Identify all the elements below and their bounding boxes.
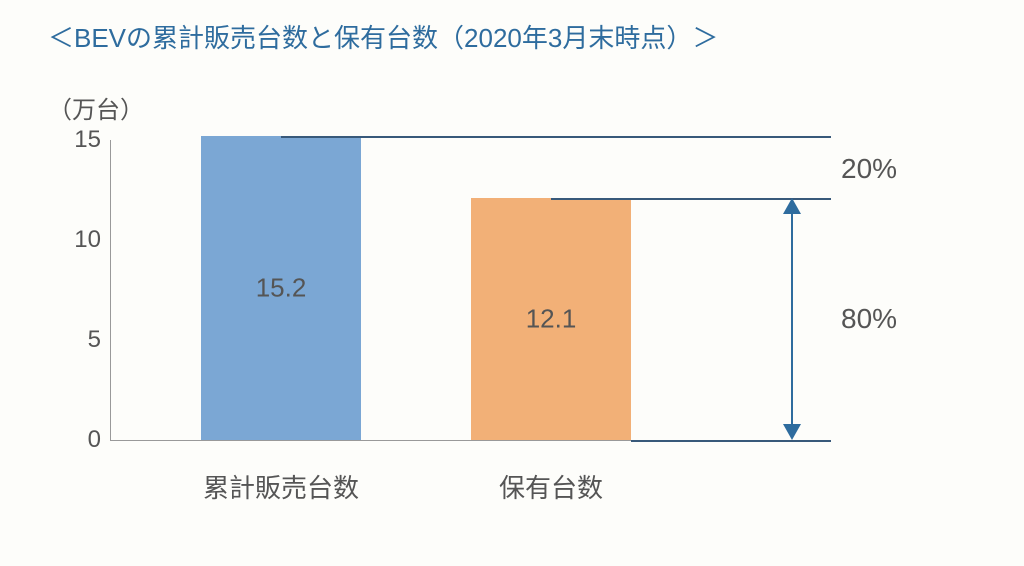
chart-title: ＜BEVの累計販売台数と保有台数（2020年3月末時点）＞ [48,18,718,55]
y-tick-label: 15 [74,126,111,154]
bar-chart: 05101515.2累計販売台数12.1保有台数20%80% [60,140,880,540]
guide-line-base [631,440,831,442]
x-category-label: 累計販売台数 [203,440,359,505]
dimension-arrow-80 [791,198,793,440]
y-axis-unit: （万台） [48,90,144,125]
annotation-label-20: 20% [841,153,897,185]
bar: 12.1 [471,198,631,440]
bar-value-label: 12.1 [526,304,577,335]
y-tick-label: 10 [74,226,111,254]
annotation-label-80: 80% [841,303,897,335]
y-tick-label: 0 [88,426,111,454]
guide-line-top [281,136,831,138]
bar: 15.2 [201,136,361,440]
bar-value-label: 15.2 [256,273,307,304]
y-tick-label: 5 [88,326,111,354]
x-category-label: 保有台数 [499,440,603,505]
plot-area: 05101515.2累計販売台数12.1保有台数20%80% [110,140,711,441]
